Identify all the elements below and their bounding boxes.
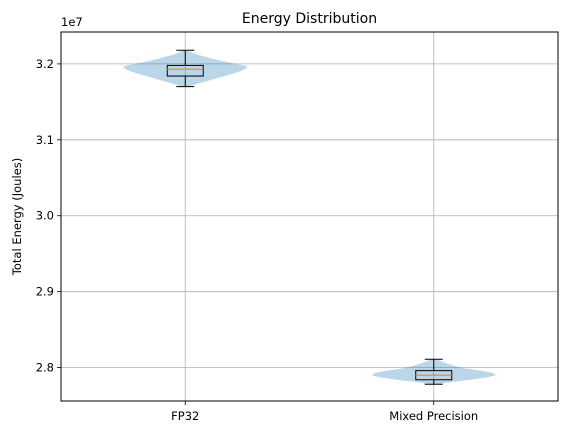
box-layer	[166, 49, 453, 385]
y-tick-label: 2.9	[36, 285, 54, 299]
x-tick-label: Mixed Precision	[389, 409, 478, 423]
x-tick-label: FP32	[171, 409, 199, 423]
plot-frame	[60, 31, 559, 402]
grid-layer	[61, 32, 558, 401]
chart-title: Energy Distribution	[242, 11, 377, 27]
violin-body	[371, 359, 496, 385]
y-tick-label: 3.1	[36, 133, 54, 147]
y-tick-label: 3.0	[36, 209, 54, 223]
box-iqr	[166, 64, 204, 77]
y-tick-label: 2.8	[36, 361, 54, 375]
violin-layer	[123, 50, 496, 385]
y-axis-offset-label: 1e7	[61, 15, 83, 29]
violin-body	[123, 50, 248, 87]
x-axis-ticks: FP32 Mixed Precision	[171, 401, 478, 423]
y-tick-label: 3.2	[36, 57, 54, 71]
y-axis-ticks: 2.8 2.9 3.0 3.1 3.2	[36, 57, 61, 375]
y-axis-label: Total Energy (Joules)	[10, 158, 24, 276]
